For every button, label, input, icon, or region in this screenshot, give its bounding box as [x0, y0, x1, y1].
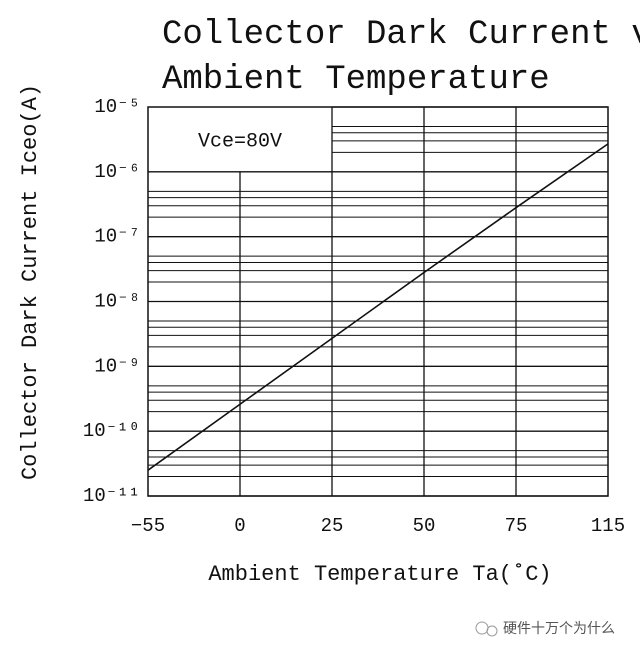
- x-tick-label: 50: [413, 515, 436, 537]
- plot-frame: [147, 106, 609, 497]
- y-axis-label: Collector Dark Current Iceo(A): [18, 84, 43, 480]
- y-tick-label: 10⁻⁵: [94, 96, 140, 118]
- x-axis-label: Ambient Temperature Ta(˚C): [208, 562, 551, 587]
- y-tick-label: 10⁻⁶: [94, 161, 140, 183]
- x-tick-label: 25: [321, 515, 344, 537]
- y-tick-label: 10⁻⁸: [94, 291, 140, 313]
- data-line: [147, 143, 609, 471]
- chart-title: Collector Dark Current vs.: [162, 16, 640, 54]
- watermark-icon: [475, 621, 498, 637]
- x-tick-label: −55: [131, 515, 165, 537]
- watermark: 硬件十万个为什么: [503, 621, 615, 637]
- y-tick-label: 10⁻¹⁰: [83, 420, 140, 442]
- y-tick-label: 10⁻⁷: [94, 226, 140, 248]
- annotation: Vce=80V: [198, 131, 282, 154]
- chart-title: Ambient Temperature: [162, 61, 550, 99]
- x-tick-label: 0: [234, 515, 245, 537]
- y-tick-label: 10⁻⁹: [94, 355, 140, 377]
- x-tick-label: 115: [591, 515, 625, 537]
- x-tick-label: 75: [505, 515, 528, 537]
- y-tick-label: 10⁻¹¹: [83, 485, 140, 507]
